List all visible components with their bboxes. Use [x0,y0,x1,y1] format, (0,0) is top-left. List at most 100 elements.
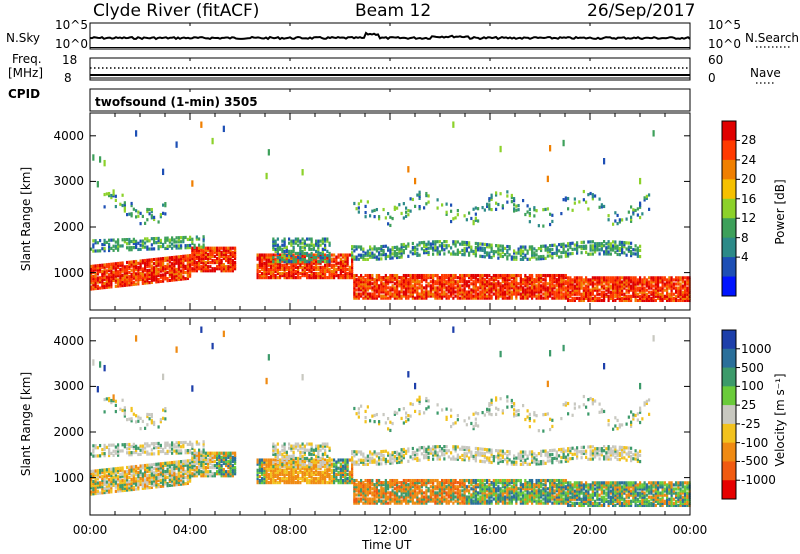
power-cell [177,277,180,282]
power-cell [378,276,381,280]
power-cell [670,278,673,282]
power-cell [279,276,282,280]
power-cell [171,264,174,268]
power-cell [522,296,525,300]
power-cell [105,263,108,267]
velocity-cell [114,467,117,471]
power-cell [407,282,410,286]
power-cell [420,294,423,298]
power-cell [562,284,565,288]
velocity-cell [229,463,232,468]
velocity-cell [272,481,275,485]
power-cell [573,284,576,288]
power-cell [202,263,205,267]
power-cell [126,237,129,242]
power-cell [450,286,453,290]
power-cell [272,255,275,260]
power-cell [414,290,417,294]
velocity-cell [220,474,223,478]
power-cell [357,206,360,210]
velocity-cell [229,472,232,476]
power-cell [549,288,552,292]
velocity-cell [135,471,138,475]
power-cell [157,269,160,273]
velocity-cell [121,480,124,484]
power-cell [159,240,162,245]
power-cell [589,294,592,298]
velocity-cell [182,467,185,472]
power-cell [603,286,606,290]
power-cell [272,269,275,274]
power-cell [150,264,153,268]
power-cell [378,257,381,261]
power-cell [553,280,556,284]
power-cell [425,250,428,255]
power-cell [218,265,221,269]
power-cell [544,276,547,280]
power-cell [207,256,210,261]
power-cell [135,261,138,266]
power-cell [168,268,171,272]
power-cell [297,259,300,263]
power-cell [294,271,297,276]
power-cell [456,288,459,292]
velocity-cell [180,478,183,482]
power-cell [589,290,592,294]
power-cell [407,280,410,284]
power-cell [193,245,196,249]
power-cell [130,203,133,208]
velocity-cell [121,466,124,470]
power-cell [135,266,138,270]
power-cell [641,212,644,216]
power-cell [371,288,374,292]
power-cell [429,280,432,284]
power-cell [267,263,270,267]
velocity-cell [117,445,120,449]
power-cell [420,280,423,284]
velocity-cell [146,476,149,480]
power-cell [195,237,198,241]
velocity-cell [276,448,279,452]
velocity-cell [276,476,279,481]
power-cell [434,240,437,244]
velocity-cell [211,342,214,350]
velocity-cell [274,472,277,477]
power-cell [630,276,633,280]
power-cell [546,254,549,258]
velocity-cell [164,480,167,484]
power-cell [459,280,462,284]
power-cell [582,278,585,282]
power-cell [416,294,419,298]
power-cell [585,280,588,284]
velocity-cell [191,461,194,466]
power-cell [321,273,324,278]
power-cell [209,269,212,273]
velocity-cell [274,466,277,470]
power-cell [355,255,358,259]
power-cell [200,252,203,256]
power-cell [666,296,669,300]
power-cell [504,280,507,284]
velocity-cell [168,483,171,488]
power-cell [285,260,288,264]
power-cell [580,296,583,300]
power-cell [686,290,689,294]
power-cell [544,282,547,286]
power-cell [569,276,572,280]
power-cell [438,252,441,256]
power-cell [294,251,297,256]
velocity-cell [177,470,180,474]
power-cell [468,253,471,257]
power-cell [544,286,547,290]
velocity-cell [288,454,291,459]
power-cell [276,251,279,256]
power-cell [488,288,491,292]
velocity-cell [130,419,133,423]
power-cell [519,278,522,282]
power-cell [616,248,619,252]
power-cell [510,200,513,204]
power-cell [411,288,414,292]
velocity-cell [182,461,185,466]
power-cell [589,244,592,248]
power-cell [659,298,662,303]
